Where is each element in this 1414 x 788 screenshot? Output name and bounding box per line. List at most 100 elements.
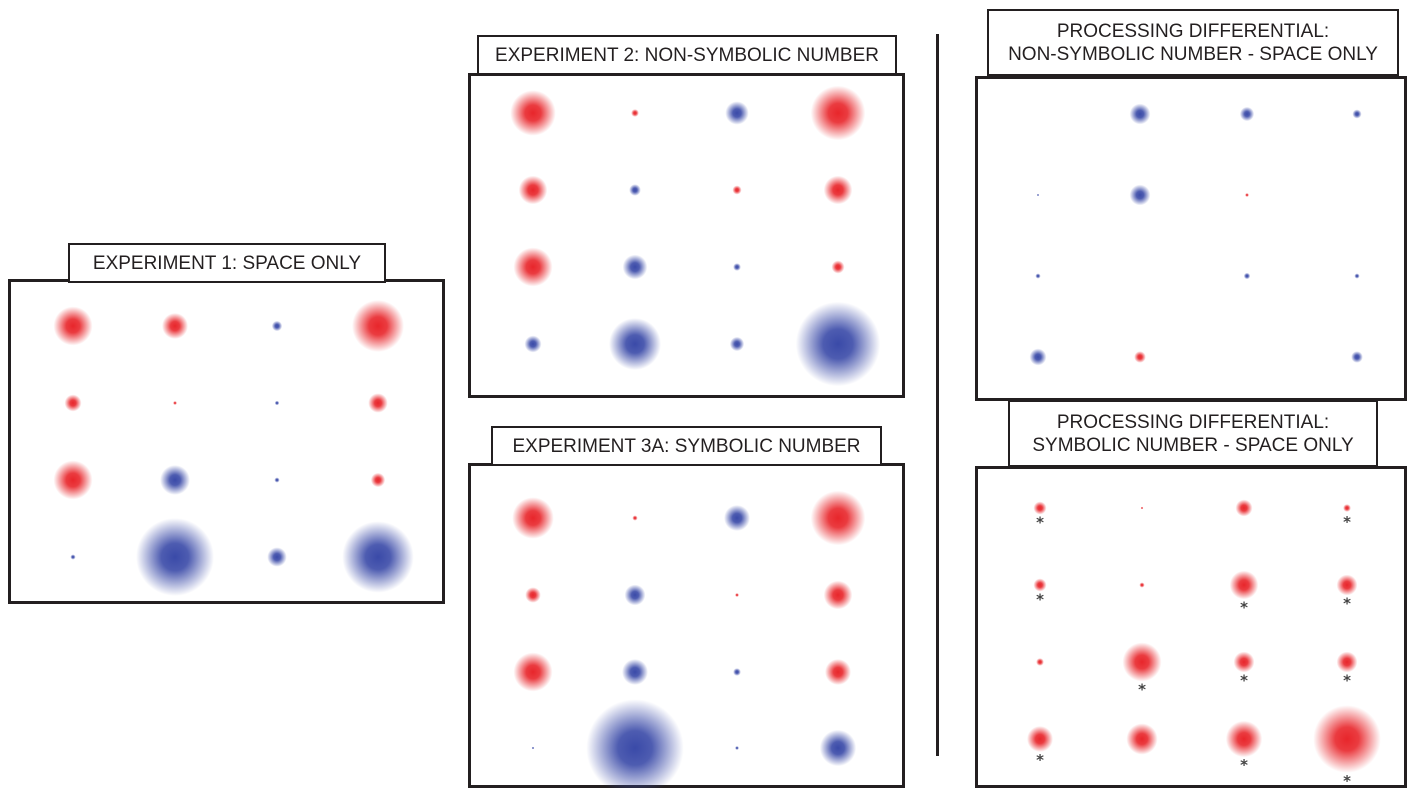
activation-blob-diff-nonsym-r0-c1: [1129, 103, 1151, 125]
significance-asterisk: *: [1240, 756, 1248, 774]
activation-blob-diff-nonsym-r3-c3: [1351, 351, 1363, 363]
activation-blob-diff-sym-r3-c0: [1027, 726, 1053, 752]
activation-blob-exp3a-r2-c1: [622, 659, 648, 685]
significance-asterisk: *: [1036, 514, 1044, 532]
activation-blob-exp1-r2-c2: [274, 477, 280, 483]
activation-blob-diff-sym-r2-c1: [1122, 642, 1162, 682]
activation-blob-exp3a-r2-c0: [513, 652, 553, 692]
activation-blob-exp3a-r1-c2: [735, 593, 739, 597]
activation-blob-exp2-r3-c1: [609, 318, 661, 370]
activation-blob-exp3a-r2-c3: [825, 659, 851, 685]
significance-asterisk: *: [1343, 513, 1351, 531]
activation-blob-diff-sym-r3-c1: [1126, 723, 1158, 755]
activation-blob-exp1-r2-c1: [160, 465, 190, 495]
activation-blob-diff-nonsym-r1-c0: [1036, 193, 1040, 197]
activation-blob-exp2-r1-c2: [732, 185, 742, 195]
activation-blob-diff-nonsym-r2-c0: [1035, 273, 1041, 279]
activation-blob-exp2-r0-c2: [725, 101, 749, 125]
activation-blob-exp1-r1-c3: [368, 393, 388, 413]
activation-blob-exp3a-r3-c1: [586, 699, 684, 788]
activation-blob-diff-nonsym-r2-c2: [1243, 272, 1251, 280]
activation-blob-exp3a-r3-c0: [531, 746, 535, 750]
panel-diff-nonsym-frame: [975, 76, 1407, 401]
activation-blob-diff-sym-r3-c3: [1313, 705, 1381, 773]
activation-blob-diff-sym-r1-c2: [1229, 570, 1259, 600]
activation-blob-diff-sym-r1-c1: [1139, 582, 1145, 588]
activation-blob-exp2-r3-c2: [729, 336, 745, 352]
activation-blob-exp1-r3-c3: [342, 521, 414, 593]
activation-blob-exp2-r1-c0: [518, 175, 548, 205]
activation-blob-exp2-r1-c1: [629, 184, 641, 196]
significance-asterisk: *: [1343, 772, 1351, 788]
activation-blob-diff-sym-r0-c3: [1343, 504, 1351, 512]
activation-blob-exp3a-r3-c2: [735, 746, 739, 750]
activation-blob-exp3a-r0-c3: [810, 490, 866, 546]
activation-blob-diff-sym-r2-c2: [1233, 651, 1255, 673]
activation-blob-exp2-r0-c1: [631, 109, 639, 117]
panel-diff-nonsym-title: PROCESSING DIFFERENTIAL: NON-SYMBOLIC NU…: [987, 9, 1399, 76]
activation-blob-exp2-r1-c3: [823, 175, 853, 205]
activation-blob-exp2-r3-c0: [524, 335, 542, 353]
activation-blob-exp3a-r0-c1: [632, 515, 638, 521]
significance-asterisk: *: [1343, 671, 1351, 689]
activation-blob-diff-nonsym-r0-c2: [1239, 106, 1255, 122]
activation-blob-exp1-r2-c0: [53, 460, 93, 500]
activation-blob-exp1-r1-c0: [64, 394, 82, 412]
activation-blob-exp1-r1-c1: [173, 401, 177, 405]
activation-blob-diff-sym-r0-c0: [1033, 501, 1047, 515]
activation-blob-exp2-r2-c1: [622, 254, 648, 280]
activation-blob-diff-nonsym-r3-c0: [1029, 348, 1047, 366]
panel-exp1-title: EXPERIMENT 1: SPACE ONLY: [68, 243, 386, 283]
significance-asterisk: *: [1036, 751, 1044, 769]
activation-blob-exp1-r0-c3: [352, 300, 404, 352]
significance-asterisk: *: [1240, 598, 1248, 616]
activation-blob-exp2-r0-c0: [510, 90, 556, 136]
title-line: NON-SYMBOLIC NUMBER - SPACE ONLY: [1008, 43, 1378, 65]
activation-blob-diff-nonsym-r0-c3: [1352, 109, 1362, 119]
activation-blob-diff-sym-r1-c0: [1033, 578, 1047, 592]
activation-blob-exp3a-r2-c2: [733, 668, 741, 676]
significance-asterisk: *: [1036, 591, 1044, 609]
panel-diff-sym-title: PROCESSING DIFFERENTIAL: SYMBOLIC NUMBER…: [1008, 400, 1378, 467]
column-divider: [936, 34, 939, 756]
activation-blob-diff-sym-r0-c1: [1140, 506, 1144, 510]
activation-blob-exp2-r2-c0: [513, 247, 553, 287]
activation-blob-exp3a-r0-c2: [724, 505, 750, 531]
activation-blob-exp1-r0-c2: [271, 320, 283, 332]
activation-blob-exp2-r0-c3: [810, 85, 866, 141]
title-line: PROCESSING DIFFERENTIAL:: [1056, 411, 1330, 433]
activation-blob-exp1-r0-c0: [53, 306, 93, 346]
activation-blob-exp1-r3-c1: [136, 518, 214, 596]
activation-blob-exp1-r3-c2: [267, 547, 287, 567]
title-line: EXPERIMENT 3A: SYMBOLIC NUMBER: [512, 435, 861, 457]
title-line: SYMBOLIC NUMBER - SPACE ONLY: [1032, 434, 1354, 456]
activation-blob-exp1-r3-c0: [70, 554, 76, 560]
title-line: EXPERIMENT 2: NON-SYMBOLIC NUMBER: [495, 44, 879, 66]
title-line: EXPERIMENT 1: SPACE ONLY: [92, 252, 362, 274]
significance-asterisk: *: [1343, 594, 1351, 612]
activation-blob-diff-nonsym-r3-c1: [1134, 351, 1146, 363]
activation-blob-exp3a-r1-c0: [525, 587, 541, 603]
activation-blob-diff-sym-r2-c0: [1036, 658, 1044, 666]
significance-asterisk: *: [1138, 681, 1146, 699]
panel-exp2-title: EXPERIMENT 2: NON-SYMBOLIC NUMBER: [477, 35, 897, 75]
activation-blob-exp2-r2-c2: [733, 263, 741, 271]
activation-blob-exp3a-r3-c3: [819, 729, 857, 767]
activation-blob-exp1-r1-c2: [274, 400, 280, 406]
title-line: PROCESSING DIFFERENTIAL:: [1056, 20, 1330, 42]
activation-blob-exp2-r3-c3: [795, 301, 881, 387]
activation-blob-diff-sym-r1-c3: [1336, 574, 1358, 596]
activation-blob-exp1-r2-c3: [370, 472, 386, 488]
significance-asterisk: *: [1240, 671, 1248, 689]
activation-blob-exp2-r2-c3: [831, 260, 845, 274]
activation-blob-diff-nonsym-r2-c3: [1354, 273, 1360, 279]
panel-exp3a-title: EXPERIMENT 3A: SYMBOLIC NUMBER: [491, 426, 882, 466]
activation-blob-diff-nonsym-r1-c1: [1129, 184, 1151, 206]
activation-blob-diff-nonsym-r1-c2: [1245, 193, 1249, 197]
activation-blob-exp3a-r0-c0: [512, 497, 554, 539]
activation-blob-diff-sym-r3-c2: [1225, 720, 1263, 758]
activation-blob-diff-sym-r2-c3: [1336, 651, 1358, 673]
activation-blob-exp3a-r1-c3: [823, 580, 853, 610]
activation-blob-diff-sym-r0-c2: [1235, 499, 1253, 517]
